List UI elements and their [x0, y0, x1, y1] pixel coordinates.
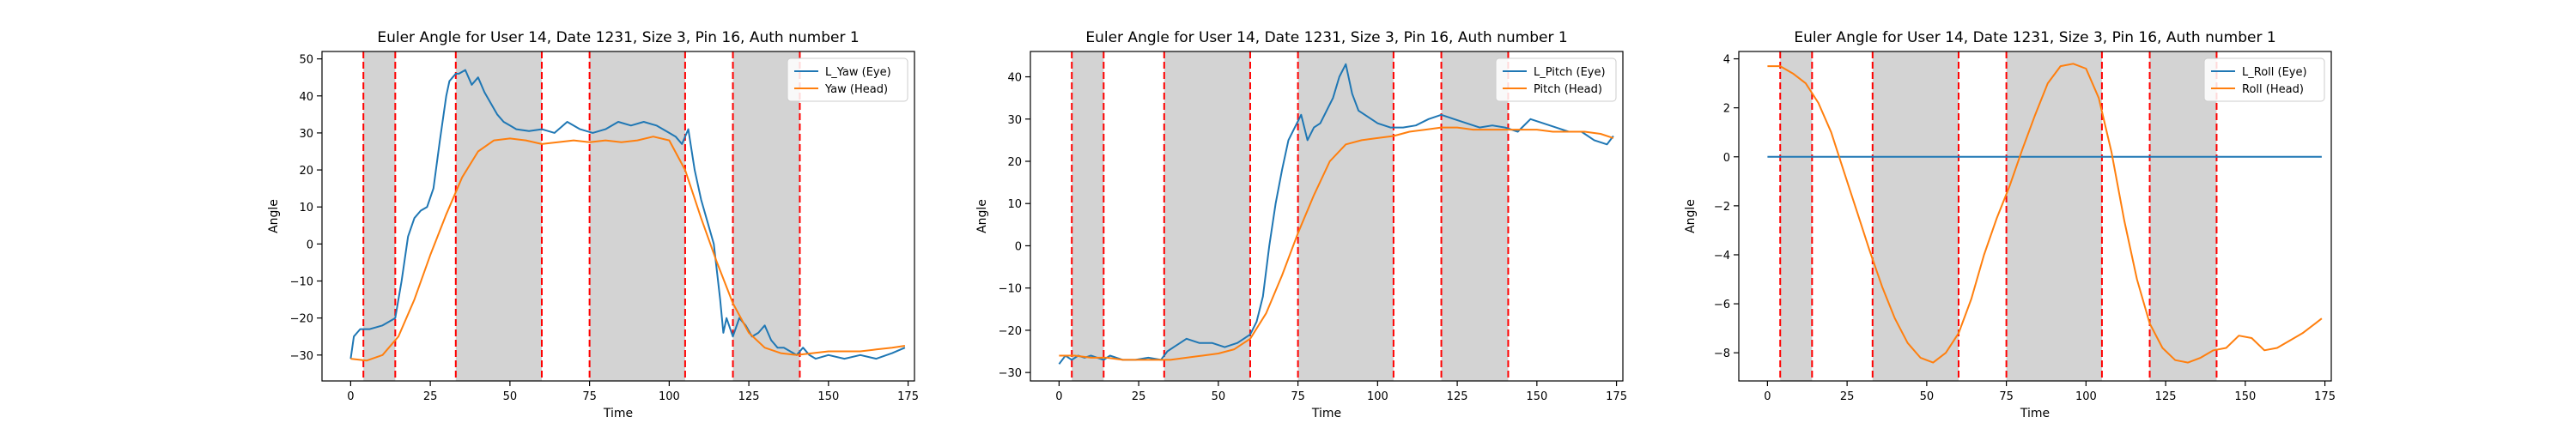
x-tick-label: 50	[503, 390, 518, 403]
legend-box	[787, 57, 908, 102]
shaded-interval	[2149, 51, 2217, 381]
x-tick-label: 150	[2234, 390, 2256, 403]
y-tick-label: −10	[999, 283, 1022, 296]
shaded-interval	[1872, 51, 1959, 381]
series-line-roll-head	[1767, 63, 2323, 364]
x-tick-label: 50	[1920, 390, 1935, 403]
x-axis-label: Time	[603, 407, 633, 420]
legend-entry-label: Yaw (Head)	[824, 83, 888, 96]
x-tick-label: 25	[423, 390, 438, 403]
legend-box	[2203, 57, 2325, 102]
x-tick-label: 0	[1764, 390, 1771, 403]
x-tick-label: 175	[2314, 390, 2336, 403]
x-tick-label: 0	[347, 390, 354, 403]
x-tick-label: 75	[1999, 390, 2014, 403]
y-tick-label: 20	[299, 165, 313, 178]
x-tick-label: 0	[1055, 390, 1062, 403]
axes-frame	[321, 51, 915, 382]
legend-entry-label: L_Yaw (Eye)	[825, 66, 891, 79]
legend-entry-label: Roll (Head)	[2242, 83, 2304, 96]
axes-frame	[1738, 51, 2332, 382]
shaded-interval	[2006, 51, 2102, 381]
y-tick-label: 0	[307, 239, 313, 251]
y-tick-label: −10	[290, 276, 313, 289]
y-tick-label: 40	[1007, 72, 1022, 85]
legend: L_Yaw (Eye) Yaw (Head)	[787, 57, 908, 102]
shaded-interval	[1072, 51, 1104, 381]
x-tick-label: 150	[1526, 390, 1547, 403]
x-tick-label: 25	[1840, 390, 1855, 403]
shaded-interval	[1163, 51, 1250, 381]
y-tick-label: 10	[1007, 198, 1022, 211]
x-tick-label: 100	[1367, 390, 1388, 403]
chart-title: Euler Angle for User 14, Date 1231, Size…	[377, 29, 859, 46]
x-tick-label: 75	[1291, 390, 1305, 403]
y-tick-label: 30	[1007, 114, 1022, 127]
shaded-interval	[363, 51, 396, 381]
series-line-l-yaw-eye	[349, 69, 906, 360]
y-tick-label: 30	[299, 128, 313, 141]
y-tick-label: 2	[1723, 103, 1730, 116]
x-tick-label: 125	[2155, 390, 2177, 403]
y-tick-label: −4	[1714, 250, 1730, 263]
y-axis-label: Angle	[267, 199, 281, 233]
legend-entry-label: L_Roll (Eye)	[2242, 66, 2307, 79]
chart-title: Euler Angle for User 14, Date 1231, Size…	[1794, 29, 2275, 46]
y-tick-label: −20	[290, 313, 313, 326]
chart-panel-2: 0 25 50 75 100 125 150 175 −30 −20 −10 0 10 20 30 40 Eul…	[975, 29, 1627, 420]
shaded-interval	[1297, 51, 1394, 381]
y-tick-label: 0	[1015, 240, 1022, 253]
x-tick-label: 50	[1212, 390, 1226, 403]
y-tick-label: 40	[299, 91, 313, 104]
shaded-interval	[455, 51, 542, 381]
y-tick-label: −20	[999, 325, 1022, 338]
axes-frame	[1030, 51, 1624, 382]
legend: L_Pitch (Eye) Pitch (Head)	[1495, 57, 1617, 102]
y-tick-label: 0	[1723, 152, 1730, 165]
x-tick-label: 125	[738, 390, 760, 403]
y-tick-label: −30	[999, 367, 1022, 380]
legend-box	[1495, 57, 1617, 102]
x-tick-label: 100	[659, 390, 680, 403]
x-tick-label: 175	[897, 390, 919, 403]
series-line-yaw-head	[350, 136, 906, 362]
y-axis-label: Angle	[1684, 199, 1698, 233]
y-tick-label: −8	[1714, 347, 1730, 360]
x-tick-label: 25	[1132, 390, 1146, 403]
shaded-interval	[732, 51, 800, 381]
x-tick-label: 125	[1447, 390, 1468, 403]
x-tick-label: 150	[817, 390, 839, 403]
shaded-interval	[1780, 51, 1813, 381]
y-tick-label: −2	[1714, 201, 1730, 214]
x-tick-label: 175	[1606, 390, 1627, 403]
shaded-interval	[1441, 51, 1509, 381]
series-line-pitch-head	[1059, 126, 1614, 361]
x-tick-label: 75	[582, 390, 597, 403]
chart-title: Euler Angle for User 14, Date 1231, Size…	[1085, 29, 1567, 46]
x-axis-label: Time	[1311, 407, 1341, 420]
x-axis-label: Time	[2020, 407, 2050, 420]
legend-entry-label: L_Pitch (Eye)	[1534, 66, 1606, 79]
y-tick-label: 4	[1723, 54, 1730, 67]
legend-entry-label: Pitch (Head)	[1534, 83, 1602, 96]
y-tick-label: −30	[290, 350, 313, 363]
y-tick-label: 10	[299, 202, 313, 214]
legend: L_Roll (Eye) Roll (Head)	[2203, 57, 2325, 102]
y-axis-label: Angle	[975, 199, 989, 233]
y-tick-label: 20	[1007, 156, 1022, 169]
x-tick-label: 100	[2075, 390, 2097, 403]
shaded-interval	[589, 51, 685, 381]
chart-panel-1: 0 25 50 75 100 125 150 175 −30 −20 −10 0 10 20 30 40 50 E…	[267, 29, 919, 420]
chart-panel-3: 0 25 50 75 100 125 150 175 −8 −6 −4 −2 0 2 4 Euler Angl…	[1684, 29, 2336, 420]
y-tick-label: 50	[299, 54, 313, 67]
y-tick-label: −6	[1714, 299, 1730, 311]
